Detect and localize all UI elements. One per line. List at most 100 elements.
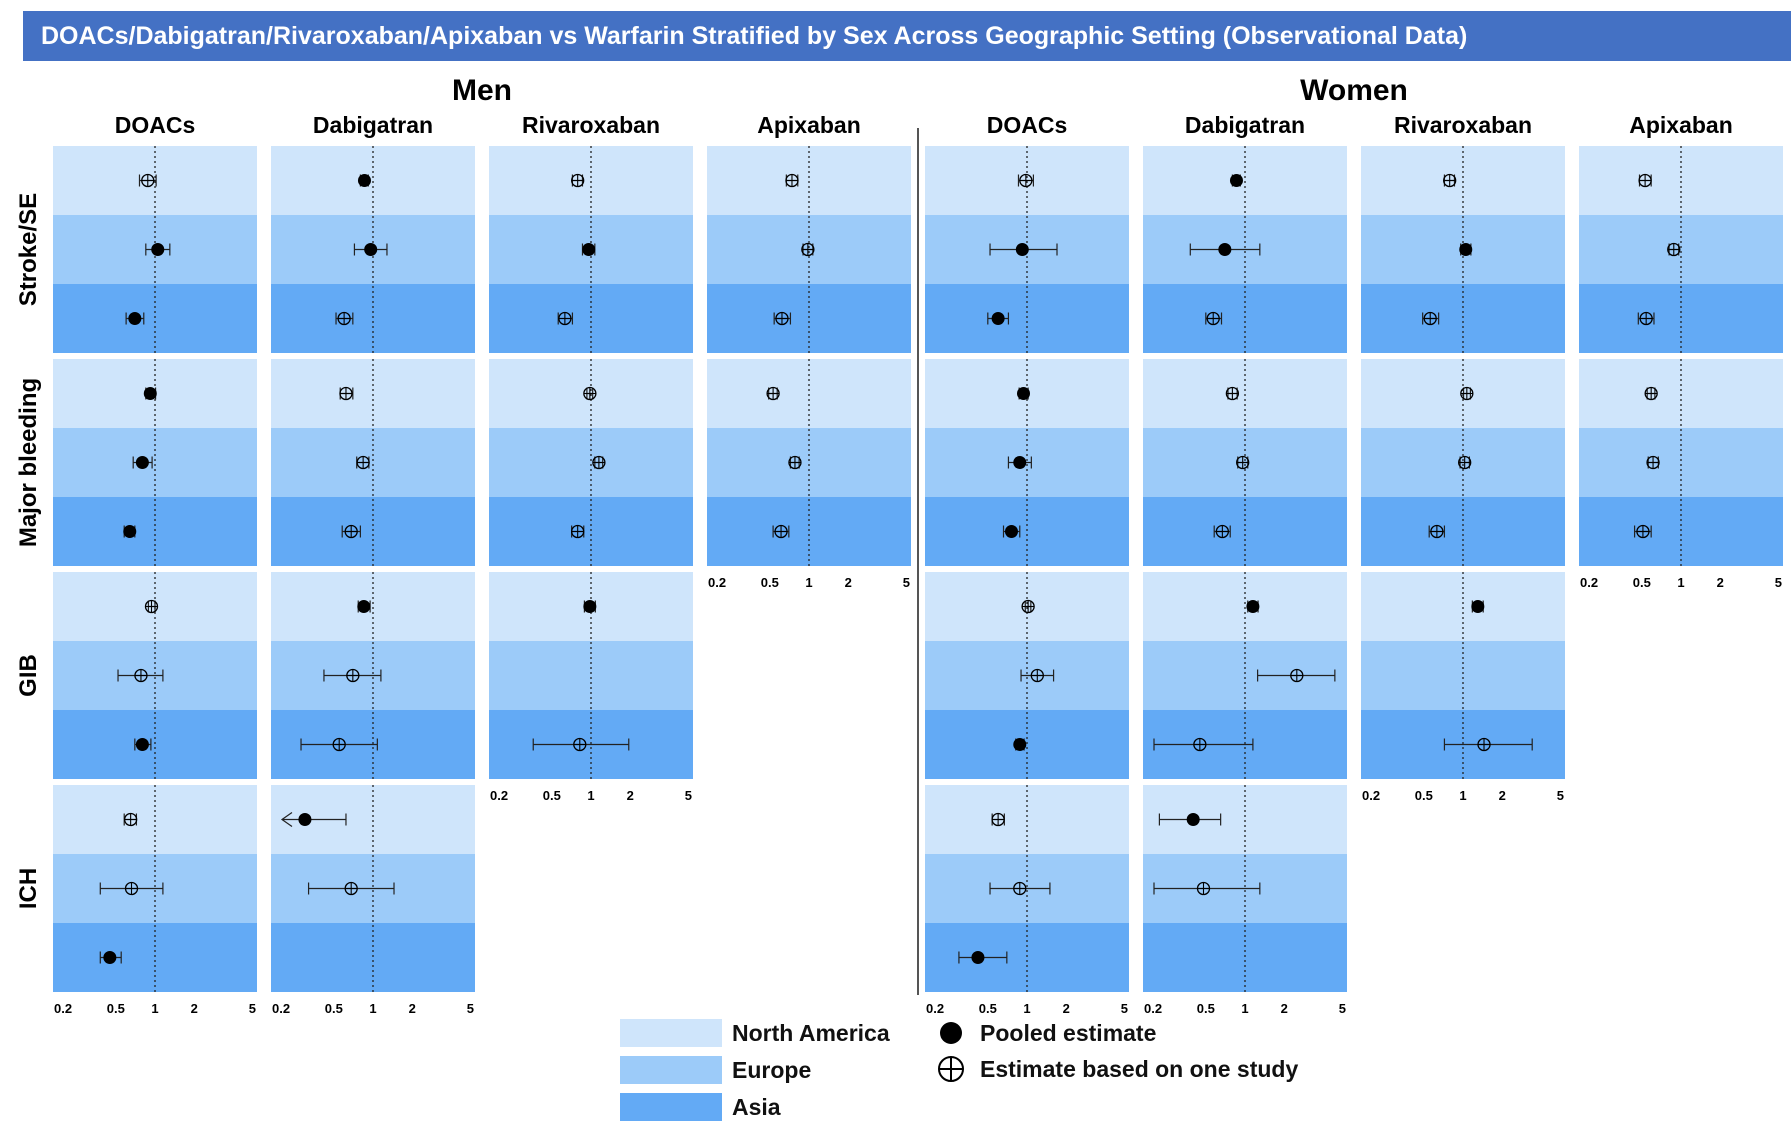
- x-tick-label-men-rivaroxaban-5: 5: [685, 788, 692, 803]
- drug-header-men-rivaroxaban: Rivaroxaban: [522, 112, 660, 138]
- single-study-marker-women-rivaroxaban-stroke-se-north-america: [1444, 175, 1456, 187]
- single-study-marker-men-apixaban-major-bleeding-north-america: [767, 388, 779, 400]
- pooled-marker-men-doacs-gib-asia: [136, 738, 149, 751]
- single-study-marker-men-apixaban-major-bleeding-europe: [789, 457, 801, 469]
- single-study-estimate-icon: [936, 1054, 966, 1084]
- single-study-marker-women-rivaroxaban-major-bleeding-europe: [1459, 457, 1471, 469]
- x-tick-label-men-apixaban-5: 5: [903, 575, 910, 590]
- single-study-marker-women-dabigatran-gib-asia: [1194, 739, 1206, 751]
- legend-item-asia: Asia: [620, 1092, 781, 1122]
- single-study-marker-women-doacs-ich-north-america: [992, 814, 1004, 826]
- single-study-marker-women-dabigatran-major-bleeding-europe: [1237, 457, 1249, 469]
- single-study-marker-women-dabigatran-major-bleeding-asia: [1216, 526, 1228, 538]
- pooled-marker-women-dabigatran-gib-north-america: [1246, 600, 1259, 613]
- single-study-marker-men-dabigatran-major-bleeding-north-america: [340, 388, 352, 400]
- single-study-marker-women-dabigatran-gib-europe: [1291, 670, 1303, 682]
- x-tick-label-women-dabigatran-1: 1: [1241, 1001, 1248, 1016]
- x-tick-label-men-dabigatran-0-2: 0.2: [272, 1001, 290, 1016]
- x-tick-label-men-doacs-2: 2: [191, 1001, 198, 1016]
- legend-label-single-study: Estimate based on one study: [980, 1056, 1298, 1083]
- band-men-apixaban-major-bleeding-europe: [707, 428, 911, 497]
- single-study-marker-men-rivaroxaban-stroke-se-asia: [559, 313, 571, 325]
- pooled-marker-women-dabigatran-ich-north-america: [1187, 813, 1200, 826]
- single-study-marker-women-rivaroxaban-stroke-se-asia: [1424, 313, 1436, 325]
- x-tick-label-women-rivaroxaban-5: 5: [1557, 788, 1564, 803]
- x-tick-label-men-rivaroxaban-1: 1: [587, 788, 594, 803]
- single-study-marker-men-doacs-stroke-se-north-america: [142, 175, 154, 187]
- x-tick-label-men-rivaroxaban-0-5: 0.5: [543, 788, 561, 803]
- outcome-label-ich: ICH: [15, 868, 42, 909]
- x-tick-label-women-apixaban-5: 5: [1775, 575, 1782, 590]
- x-tick-label-men-dabigatran-1: 1: [369, 1001, 376, 1016]
- band-women-rivaroxaban-gib-europe: [1361, 641, 1565, 710]
- drug-header-men-apixaban: Apixaban: [757, 112, 861, 138]
- pooled-marker-women-doacs-ich-asia: [971, 951, 984, 964]
- x-tick-label-men-doacs-0-2: 0.2: [54, 1001, 72, 1016]
- pooled-marker-men-dabigatran-ich-north-america: [298, 813, 311, 826]
- x-tick-label-men-rivaroxaban-2: 2: [627, 788, 634, 803]
- single-study-marker-men-rivaroxaban-stroke-se-north-america: [572, 175, 584, 187]
- pooled-marker-men-doacs-stroke-se-europe: [151, 243, 164, 256]
- x-tick-label-men-apixaban-0-2: 0.2: [708, 575, 726, 590]
- single-study-marker-women-rivaroxaban-major-bleeding-north-america: [1461, 388, 1473, 400]
- pooled-marker-women-dabigatran-stroke-se-north-america: [1230, 174, 1243, 187]
- single-study-marker-men-doacs-ich-north-america: [125, 814, 137, 826]
- drug-header-women-apixaban: Apixaban: [1629, 112, 1733, 138]
- single-study-marker-men-apixaban-stroke-se-europe: [802, 244, 814, 256]
- single-study-marker-men-rivaroxaban-major-bleeding-asia: [572, 526, 584, 538]
- pooled-marker-men-dabigatran-gib-north-america: [357, 600, 370, 613]
- single-study-marker-men-rivaroxaban-major-bleeding-north-america: [584, 388, 596, 400]
- single-study-marker-men-rivaroxaban-major-bleeding-europe: [593, 457, 605, 469]
- pooled-marker-women-doacs-stroke-se-europe: [1016, 243, 1029, 256]
- pooled-marker-men-rivaroxaban-stroke-se-europe: [582, 243, 595, 256]
- outcome-label-stroke-se: Stroke/SE: [15, 193, 42, 306]
- x-tick-label-men-dabigatran-0-5: 0.5: [325, 1001, 343, 1016]
- single-study-marker-men-apixaban-major-bleeding-asia: [775, 526, 787, 538]
- pooled-marker-women-doacs-major-bleeding-asia: [1005, 525, 1018, 538]
- pooled-marker-men-doacs-major-bleeding-asia: [123, 525, 136, 538]
- single-study-marker-women-apixaban-stroke-se-asia: [1640, 313, 1652, 325]
- pooled-marker-men-doacs-major-bleeding-north-america: [144, 387, 157, 400]
- x-tick-label-women-doacs-5: 5: [1121, 1001, 1128, 1016]
- pooled-marker-women-rivaroxaban-gib-north-america: [1471, 600, 1484, 613]
- drug-header-women-rivaroxaban: Rivaroxaban: [1394, 112, 1532, 138]
- x-tick-label-women-apixaban-0-5: 0.5: [1633, 575, 1651, 590]
- drug-header-women-dabigatran: Dabigatran: [1185, 112, 1305, 138]
- single-study-marker-women-rivaroxaban-gib-asia: [1478, 739, 1490, 751]
- x-tick-label-men-doacs-0-5: 0.5: [107, 1001, 125, 1016]
- pooled-marker-women-dabigatran-stroke-se-europe: [1218, 243, 1231, 256]
- single-study-marker-women-doacs-gib-north-america: [1022, 601, 1034, 613]
- single-study-marker-women-apixaban-major-bleeding-europe: [1647, 457, 1659, 469]
- legend-swatch-europe: [620, 1056, 722, 1084]
- legend-item-single-study: Estimate based on one study: [936, 1054, 1298, 1084]
- single-study-marker-women-doacs-gib-europe: [1031, 670, 1043, 682]
- legend-item-pooled: Pooled estimate: [936, 1018, 1156, 1048]
- x-tick-label-women-apixaban-1: 1: [1677, 575, 1684, 590]
- pooled-marker-men-dabigatran-stroke-se-europe: [364, 243, 377, 256]
- x-tick-label-men-dabigatran-5: 5: [467, 1001, 474, 1016]
- single-study-marker-women-doacs-ich-europe: [1014, 883, 1026, 895]
- x-tick-label-women-rivaroxaban-2: 2: [1499, 788, 1506, 803]
- single-study-marker-men-dabigatran-major-bleeding-europe: [357, 457, 369, 469]
- x-tick-label-men-dabigatran-2: 2: [409, 1001, 416, 1016]
- single-study-marker-men-doacs-gib-europe: [135, 670, 147, 682]
- single-study-marker-men-dabigatran-ich-europe: [345, 883, 357, 895]
- band-women-apixaban-major-bleeding-europe: [1579, 428, 1783, 497]
- pooled-marker-men-dabigatran-stroke-se-north-america: [358, 174, 371, 187]
- pooled-marker-men-doacs-ich-asia: [103, 951, 116, 964]
- x-tick-label-women-apixaban-0-2: 0.2: [1580, 575, 1598, 590]
- x-tick-label-women-rivaroxaban-0-5: 0.5: [1415, 788, 1433, 803]
- group-header-women: Women: [1300, 74, 1408, 107]
- band-men-dabigatran-major-bleeding-europe: [271, 428, 475, 497]
- legend-swatch-asia: [620, 1093, 722, 1121]
- legend-item-europe: Europe: [620, 1055, 811, 1085]
- x-tick-label-women-doacs-0-2: 0.2: [926, 1001, 944, 1016]
- single-study-marker-men-rivaroxaban-gib-asia: [574, 739, 586, 751]
- pooled-estimate-icon: [936, 1018, 966, 1048]
- single-study-marker-women-dabigatran-stroke-se-asia: [1207, 313, 1219, 325]
- x-tick-label-women-rivaroxaban-0-2: 0.2: [1362, 788, 1380, 803]
- legend-label-north-america: North America: [732, 1020, 890, 1047]
- single-study-marker-men-dabigatran-gib-asia: [333, 739, 345, 751]
- single-study-marker-women-rivaroxaban-major-bleeding-asia: [1431, 526, 1443, 538]
